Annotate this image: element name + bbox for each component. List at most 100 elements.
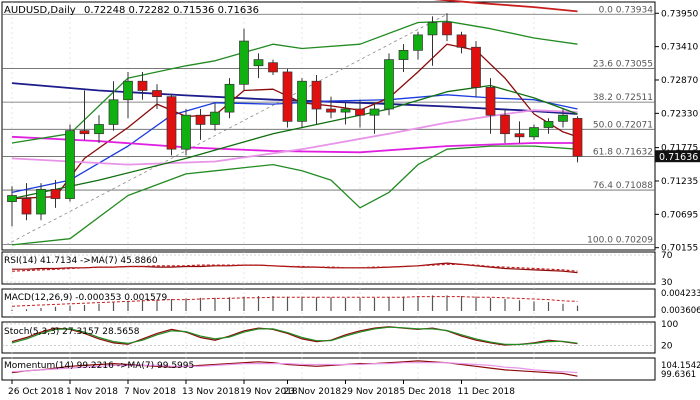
candle-body <box>65 130 75 199</box>
candle-body <box>94 124 104 135</box>
candle-body <box>500 114 510 135</box>
candle-body <box>21 198 32 215</box>
fib-level-label: 0.0 0.73934 <box>599 5 654 15</box>
grid <box>1 1 656 381</box>
momentum-series-line <box>11 360 578 377</box>
candle-body <box>282 71 293 122</box>
x-tick-label: 7 Nov 2018 <box>124 387 176 397</box>
macd-title: MACD(12,26,9) -0.000353 0.001579 <box>4 293 167 303</box>
candle-body <box>369 108 380 116</box>
price-tick-label: 0.72870 <box>661 76 698 86</box>
x-tick-label: 5 Dec 2018 <box>400 387 452 397</box>
price-panel-frame <box>1 1 656 251</box>
macd-tick-label: 0.004233 <box>661 289 700 299</box>
candle-body <box>355 108 365 116</box>
x-tick-label: 19 Nov 2018 <box>240 387 298 397</box>
ma-series-line <box>11 135 578 154</box>
price-tick-label: 0.71235 <box>661 177 698 187</box>
stoch-panel-frame <box>1 321 656 354</box>
macd-signal-line <box>11 296 578 307</box>
fib-level-label: 76.4 0.71088 <box>593 181 653 191</box>
price-tick-label: 0.73950 <box>661 9 698 19</box>
fib-level-label: 100.0 0.70209 <box>587 235 653 245</box>
candle-body <box>79 130 90 135</box>
candle-body <box>558 114 568 122</box>
price-panel: 0.0 0.73934 23.6 0.73055 38.2 0.72511 50.0 … <box>2 0 655 246</box>
ohlc-readout: 0.72248 0.72282 0.71536 0.71636 <box>84 5 259 16</box>
stoch-tick-label: 20 <box>661 342 673 352</box>
candle-body <box>36 188 46 215</box>
momentum-tick-label: 99.6361 <box>661 370 696 380</box>
x-tick-label: 13 Nov 2018 <box>182 387 240 397</box>
candle-body <box>326 108 336 113</box>
candle-body <box>572 118 583 157</box>
momentum-title: Momentum(14) 99.2216 ->MA(7) 99.5995 <box>4 361 194 371</box>
candle-body <box>166 96 177 150</box>
indicator-panels <box>2 254 655 377</box>
rsi-title: RSI(14) 41.7134 ->MA(7) 45.8860 <box>4 256 158 266</box>
current-price-box <box>655 150 700 163</box>
axes: 0.73950 0.73410 0.72870 0.72330 0.71775 0.712… <box>8 9 700 397</box>
trendline <box>5 13 448 246</box>
candle-body <box>152 90 162 98</box>
fib-level-label: 38.2 0.72511 <box>593 93 653 103</box>
fib-level-label: 50.0 0.72071 <box>593 120 653 130</box>
candle-body <box>413 34 423 51</box>
x-tick-label: 23 Nov 2018 <box>284 387 342 397</box>
macd-panel-frame <box>1 288 656 318</box>
candle-body <box>398 49 409 60</box>
candle-body <box>456 34 467 48</box>
momentum-panel-frame <box>1 357 656 381</box>
price-tick-label: 0.71775 <box>661 144 698 154</box>
candle-body <box>123 80 133 101</box>
candle-body <box>239 40 249 85</box>
fib-level-label: 23.6 0.73055 <box>593 60 653 70</box>
fib-level-label: 61.8 0.71632 <box>593 147 653 157</box>
x-tick-label: 11 Dec 2018 <box>458 387 516 397</box>
price-tick-label: 0.70695 <box>661 210 698 220</box>
rsi-tick-label: 70 <box>661 251 673 261</box>
x-tick-label: 29 Nov 2018 <box>342 387 400 397</box>
price-tick-label: 0.73410 <box>661 43 698 53</box>
candle-body <box>442 22 452 36</box>
rsi-series-line <box>11 263 578 272</box>
candle-body <box>195 114 206 125</box>
candle-body <box>384 59 394 110</box>
price-tick-label: 0.70155 <box>661 244 698 254</box>
ma-series-line <box>11 145 578 246</box>
candle-body <box>181 114 191 150</box>
stoch-tick-label: 100 <box>661 320 678 330</box>
candle-body <box>108 99 119 125</box>
candle-body <box>543 121 554 128</box>
ma-series-line <box>433 0 578 13</box>
current-price-label: 0.71636 <box>659 152 698 163</box>
price-tick-label: 0.72330 <box>661 109 698 119</box>
momentum-series-line <box>11 362 578 374</box>
momentum-tick-label: 104.1542 <box>661 361 700 371</box>
candle-body <box>427 22 438 36</box>
rsi-panel-frame <box>1 251 656 285</box>
candle-body <box>340 108 351 113</box>
stoch-series-line <box>11 326 578 346</box>
macd-tick-label: 0.003606 <box>661 306 700 316</box>
candle-body <box>311 80 322 110</box>
candle-body <box>268 62 278 73</box>
candle-body <box>297 80 307 122</box>
candle-body <box>529 127 539 138</box>
candle-body <box>7 195 17 203</box>
x-tick-label: 26 Oct 2018 <box>8 387 64 397</box>
ma-series-line <box>11 109 578 166</box>
candle-body <box>50 188 61 199</box>
candle-body <box>253 59 264 67</box>
candle-body <box>471 46 481 88</box>
candle-body <box>485 87 496 116</box>
candle-body <box>224 83 235 113</box>
stoch-series-line <box>11 326 578 346</box>
candle-body <box>137 80 148 91</box>
x-tick-label: 1 Nov 2018 <box>66 387 118 397</box>
candle-body <box>210 111 220 125</box>
rsi-tick-label: 30 <box>661 278 673 288</box>
candle-body <box>514 133 525 138</box>
symbol-label: AUDUSD,Daily <box>4 5 76 16</box>
